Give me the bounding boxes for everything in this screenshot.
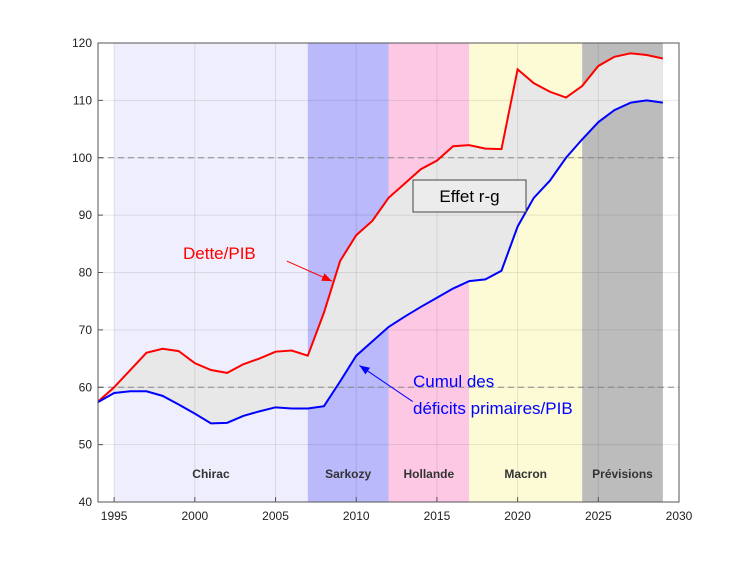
x-tick-label: 2030 (666, 509, 693, 523)
annotation-arrows (286, 260, 413, 403)
y-tick-label: 120 (72, 36, 92, 50)
reference-lines (98, 157, 679, 388)
period-labels: Chirac Sarkozy Hollande Macron Prévisions (192, 467, 653, 481)
series-line-dette-pib (97, 52, 664, 403)
cumul-annotation-line1: Cumul des (413, 372, 494, 391)
x-tick-label: 2025 (585, 509, 612, 523)
y-tick-label: 60 (79, 380, 93, 394)
dette-annotation: Dette/PIB (183, 244, 256, 263)
x-tick-label: 2020 (504, 509, 531, 523)
effet-box: Effet r-g (412, 179, 527, 213)
y-tick-label: 110 (73, 93, 92, 107)
x-tick-label: 2000 (181, 509, 208, 523)
y-tick-label: 100 (72, 151, 92, 165)
y-tick-label: 50 (79, 438, 93, 452)
period-label-previsions: Prévisions (592, 467, 653, 481)
series-line-cumul-deficits (97, 99, 664, 425)
period-label-sarkozy: Sarkozy (325, 467, 371, 481)
period-label-hollande: Hollande (404, 467, 455, 481)
x-tick-label: 1995 (101, 509, 128, 523)
x-tick-label: 2005 (262, 509, 289, 523)
debt-gap-fill (98, 53, 663, 424)
x-tick-label: 2010 (343, 509, 370, 523)
axis-ticks: 1995 2000 2005 2010 2015 2020 2025 2030 40 50 60 70… (72, 36, 693, 523)
annotation-arrow-1 (359, 365, 413, 403)
annotation-arrowhead-0 (321, 273, 333, 282)
period-label-macron: Macron (504, 467, 547, 481)
y-tick-label: 90 (79, 208, 93, 222)
y-tick-label: 40 (79, 495, 93, 509)
effet-label: Effet r-g (439, 187, 499, 206)
y-tick-label: 70 (79, 323, 93, 337)
x-tick-label: 2015 (424, 509, 451, 523)
y-tick-label: 80 (79, 266, 93, 280)
annotation-arrowhead-1 (359, 365, 370, 375)
period-label-chirac: Chirac (192, 467, 230, 481)
cumul-annotation-line2: déficits primaires/PIB (413, 399, 573, 418)
period-band-chirac (114, 43, 308, 502)
